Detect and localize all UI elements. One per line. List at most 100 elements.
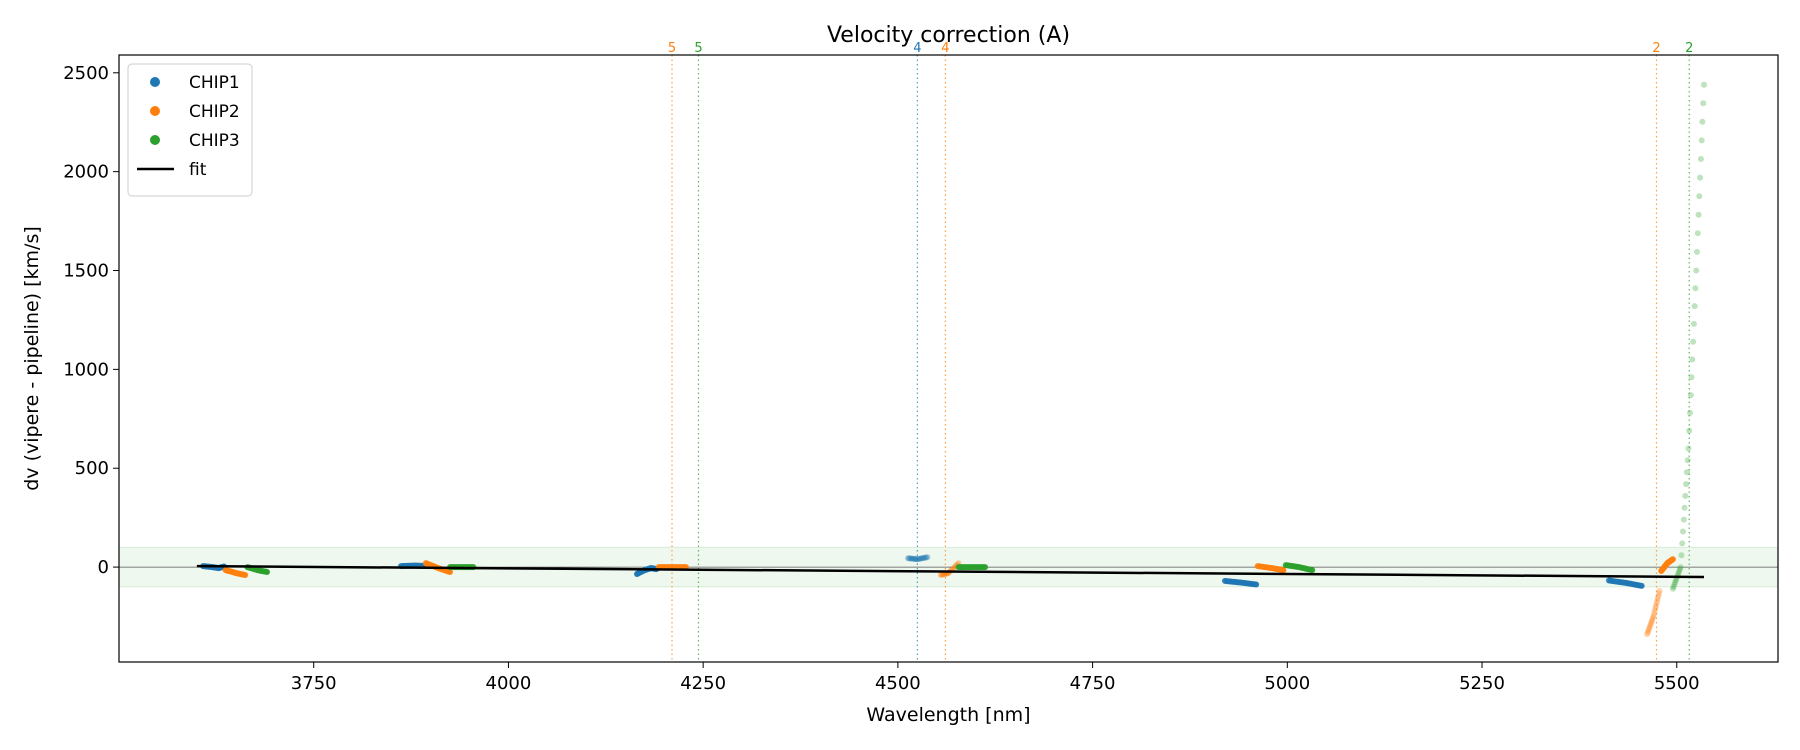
data-point [1644, 631, 1651, 638]
y-tick-label: 2000 [63, 162, 109, 183]
data-point [937, 572, 944, 578]
data-point [1651, 611, 1657, 617]
data-point [1698, 137, 1705, 144]
x-tick-label: 3750 [291, 673, 337, 694]
x-tick-label: 5250 [1459, 673, 1505, 694]
x-tick-label: 4500 [875, 673, 921, 694]
legend-label: CHIP3 [189, 131, 240, 151]
data-point [939, 571, 946, 578]
legend-marker [150, 106, 160, 116]
x-tick-label: 4000 [486, 673, 532, 694]
data-point [910, 555, 917, 562]
data-point [923, 554, 930, 561]
data-point [1678, 552, 1685, 559]
data-point [1645, 627, 1652, 634]
data-point [1690, 338, 1697, 345]
data-point [908, 555, 915, 562]
data-point [1646, 624, 1653, 631]
data-point [1656, 590, 1662, 597]
data-point [1648, 618, 1655, 625]
legend: CHIP1 CHIP2 CHIP3 fit [127, 63, 253, 197]
data-point [905, 555, 911, 562]
data-point [1656, 587, 1663, 594]
data-point [1647, 620, 1654, 627]
y-tick-label: 0 [98, 557, 109, 578]
order-marker-label: 4 [941, 41, 949, 56]
data-point [1651, 608, 1658, 615]
y-axis-label: dv (vipere - pipeline) [km/s] [21, 226, 43, 491]
data-point [1647, 622, 1654, 629]
data-point [1649, 617, 1656, 624]
data-point [264, 569, 270, 575]
data-point [905, 555, 912, 562]
x-tick-label: 5000 [1264, 673, 1310, 694]
plot-frame [118, 54, 1779, 663]
data-point [1690, 320, 1697, 327]
data-point [1638, 582, 1645, 589]
x-tick-label: 4250 [680, 673, 726, 694]
data-point [1253, 581, 1260, 588]
x-tick-label: 4750 [1070, 673, 1116, 694]
data-point [1650, 613, 1657, 620]
y-tick-label: 2500 [63, 63, 109, 84]
data-point [920, 555, 927, 561]
data-point [1699, 118, 1706, 125]
data-point [1701, 81, 1707, 88]
data-point [913, 556, 920, 563]
fit-line [196, 564, 1705, 579]
data-point [1686, 427, 1693, 434]
data-point [1688, 374, 1695, 381]
order-marker-label: 5 [694, 41, 702, 56]
x-tick-label: 5500 [1654, 673, 1700, 694]
data-point [1692, 285, 1699, 292]
data-point [1677, 564, 1684, 571]
data-point [447, 569, 453, 575]
data-point [909, 555, 916, 562]
data-point [1673, 577, 1679, 584]
data-point [950, 565, 957, 572]
data-point [1652, 605, 1659, 612]
legend-label: CHIP1 [189, 73, 240, 93]
data-point [912, 556, 919, 562]
data-point [1675, 570, 1682, 577]
data-point [1669, 556, 1676, 563]
y-tick-label: 500 [75, 458, 109, 479]
data-point [1680, 528, 1686, 535]
data-point [921, 554, 928, 561]
data-point [1691, 303, 1698, 310]
data-point [1679, 540, 1686, 547]
data-point [1280, 567, 1287, 574]
data-point [907, 555, 914, 562]
data-point [919, 555, 926, 562]
data-point [922, 554, 929, 561]
legend-box [127, 63, 253, 197]
data-point [1683, 481, 1690, 488]
data-point [1685, 445, 1692, 452]
data-point [906, 555, 913, 562]
y-tick-label: 1500 [63, 261, 109, 282]
legend-label: CHIP2 [189, 102, 240, 122]
data-point [1694, 230, 1701, 237]
data-point [1655, 593, 1662, 599]
data-point [1672, 579, 1679, 586]
data-point [1676, 568, 1683, 575]
data-point [1694, 248, 1700, 255]
data-point [1697, 156, 1704, 162]
data-point [1684, 457, 1691, 464]
data-point [1696, 193, 1703, 200]
data-point [1676, 566, 1683, 573]
legend-marker [150, 135, 160, 145]
data-point [1683, 469, 1690, 476]
data-point [914, 556, 921, 563]
data-point [940, 571, 946, 578]
data-point [1680, 516, 1687, 523]
data-point [1654, 595, 1661, 602]
data-point [1669, 585, 1676, 592]
data-point [1654, 598, 1661, 605]
data-point [924, 554, 931, 561]
data-point [1652, 603, 1659, 610]
data-point [1695, 211, 1702, 218]
data-point [1689, 356, 1696, 363]
data-point [1693, 267, 1700, 274]
